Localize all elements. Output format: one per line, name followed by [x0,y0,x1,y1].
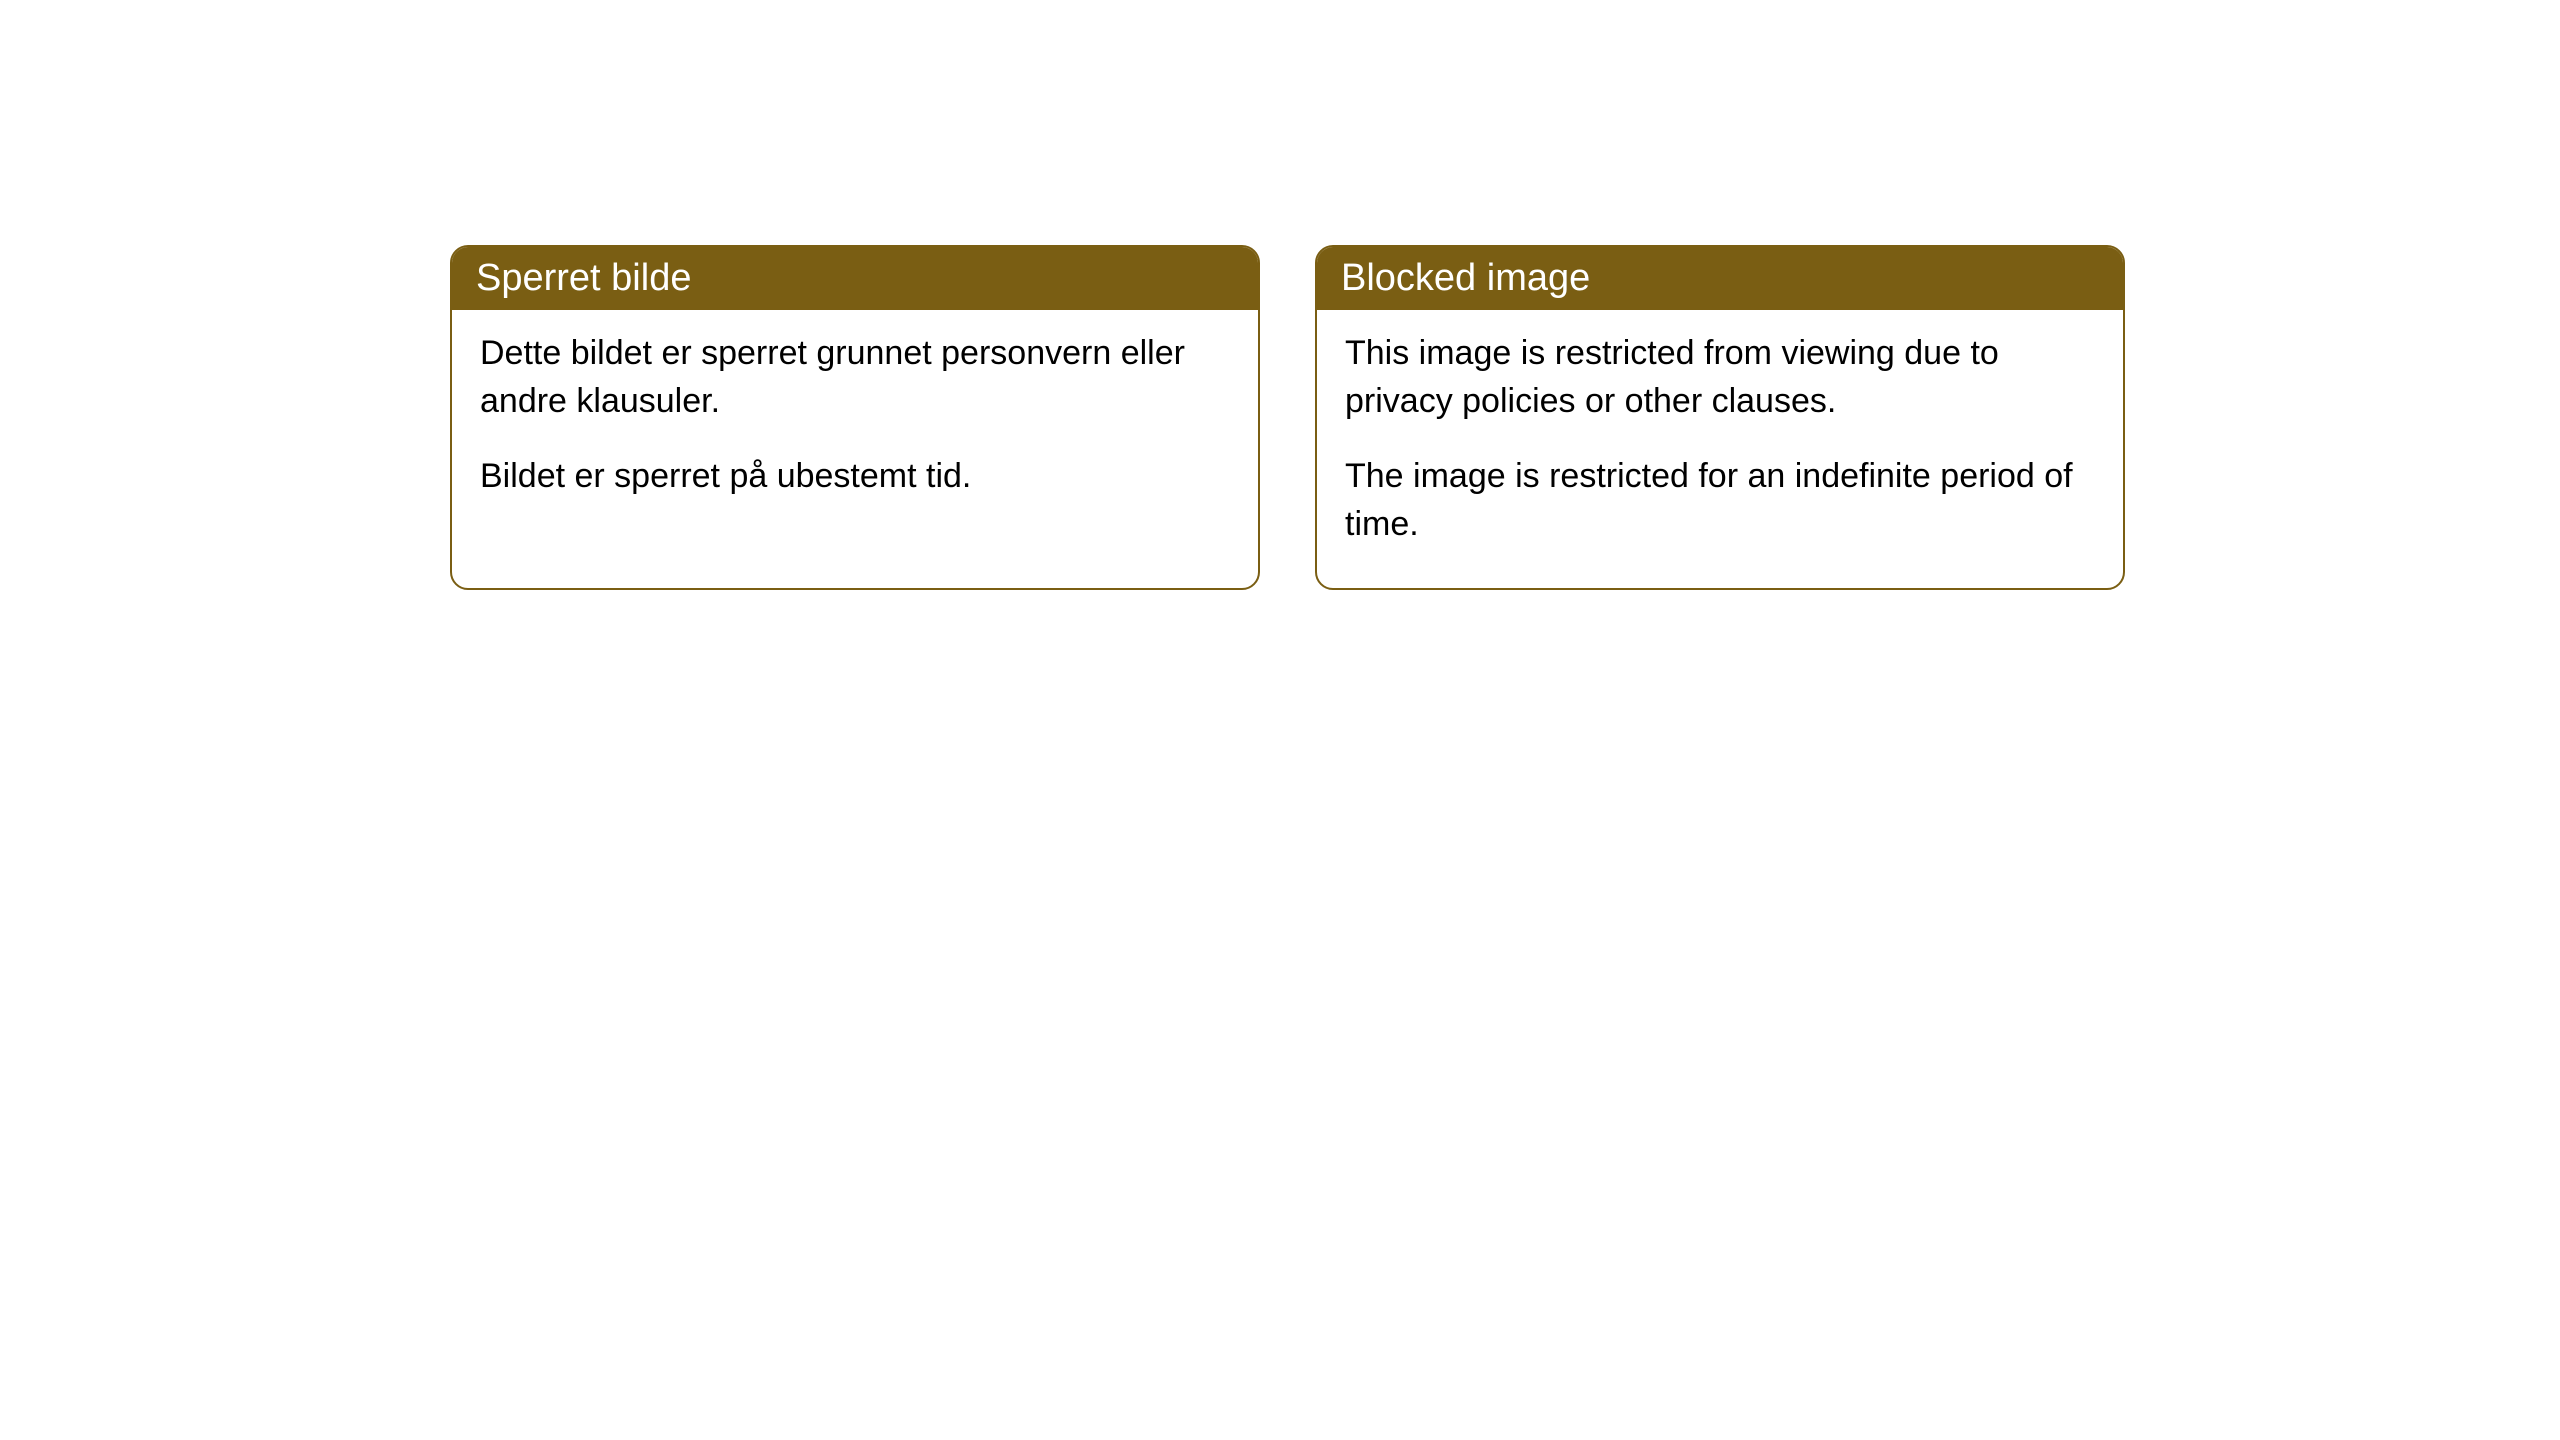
notice-text-2: The image is restricted for an indefinit… [1345,453,2095,548]
notice-text-2: Bildet er sperret på ubestemt tid. [480,453,1230,501]
notice-card-norwegian: Sperret bilde Dette bildet er sperret gr… [450,245,1260,590]
notice-header-english: Blocked image [1317,247,2123,310]
notice-card-english: Blocked image This image is restricted f… [1315,245,2125,590]
notice-title: Blocked image [1341,257,1590,299]
notice-text-1: Dette bildet er sperret grunnet personve… [480,330,1230,425]
notice-cards-container: Sperret bilde Dette bildet er sperret gr… [450,245,2125,590]
notice-body-english: This image is restricted from viewing du… [1317,310,2123,588]
notice-title: Sperret bilde [476,257,691,299]
notice-body-norwegian: Dette bildet er sperret grunnet personve… [452,310,1258,541]
notice-header-norwegian: Sperret bilde [452,247,1258,310]
notice-text-1: This image is restricted from viewing du… [1345,330,2095,425]
